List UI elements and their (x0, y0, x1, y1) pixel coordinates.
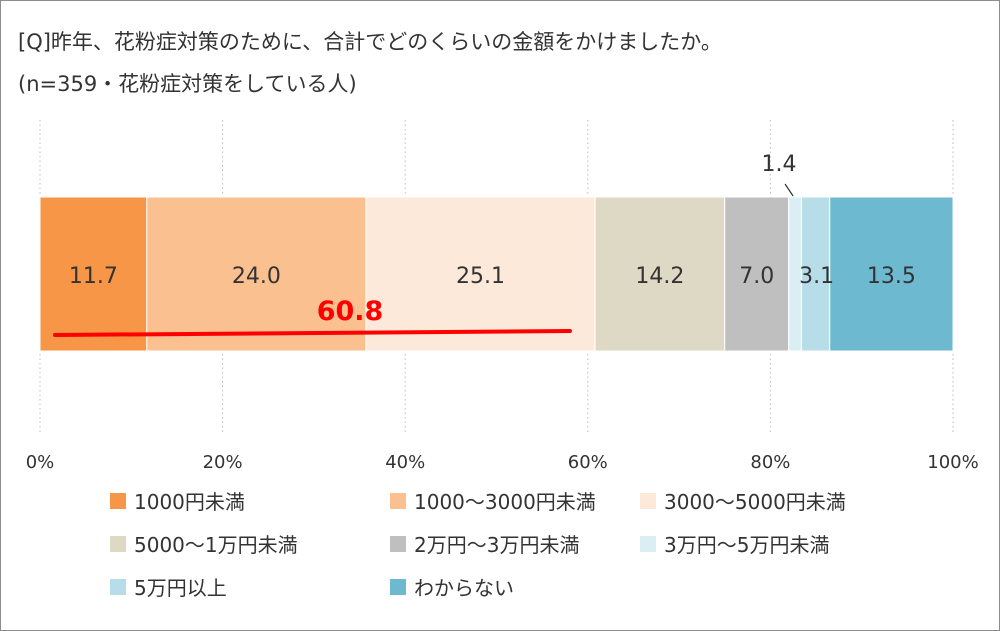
bar-segment (724, 196, 790, 352)
chart-subtitle: (n=359・花粉症対策をしている人) (18, 72, 357, 96)
data-label: 25.1 (456, 264, 505, 289)
x-tick-label: 100% (927, 452, 978, 473)
bar-segment (800, 196, 831, 352)
data-label: 1.4 (762, 152, 797, 177)
x-tick-label: 20% (203, 452, 243, 473)
annotation-line (53, 329, 572, 337)
legend-item: 1000〜3000円未満 (390, 486, 596, 515)
legend-swatch (640, 535, 656, 552)
legend-item: 3000〜5000円未満 (640, 486, 846, 515)
data-label: 24.0 (232, 264, 281, 289)
legend-label: 5000〜1万円未満 (134, 533, 298, 557)
legend-label: 1000円未満 (134, 490, 245, 514)
data-label: 3.1 (799, 264, 834, 289)
data-label: 11.7 (69, 264, 118, 289)
legend-label: 5万円以上 (134, 576, 227, 600)
legend-swatch (390, 492, 406, 509)
data-label: 7.0 (739, 264, 774, 289)
legend-item: 2万円〜3万円未満 (390, 529, 579, 558)
bar-segment (39, 196, 148, 352)
legend-label: 3万円〜5万円未満 (664, 533, 830, 557)
bar-segment (594, 196, 726, 352)
data-label: 14.2 (635, 264, 684, 289)
legend-label: わからない (414, 576, 514, 600)
legend-swatch (110, 492, 126, 509)
legend-swatch (390, 535, 406, 552)
legend-item: 5万円以上 (110, 572, 227, 601)
leader-line (784, 183, 794, 197)
legend-swatch (640, 492, 656, 509)
annotation-label: 60.8 (317, 296, 384, 327)
legend-swatch (110, 578, 126, 595)
chart-title: [Q]昨年、花粉症対策のために、合計でどのくらいの金額をかけましたか。 (18, 30, 722, 54)
x-tick-label: 40% (385, 452, 425, 473)
legend-item: わからない (390, 572, 514, 601)
x-tick-label: 80% (750, 452, 790, 473)
bar-segment (365, 196, 596, 352)
x-tick-label: 0% (26, 452, 55, 473)
data-label: 13.5 (867, 264, 916, 289)
legend-item: 3万円〜5万円未満 (640, 529, 829, 558)
bar-segment (829, 196, 954, 352)
legend-swatch (390, 578, 406, 595)
legend-item: 5000〜1万円未満 (110, 529, 298, 558)
legend-label: 2万円〜3万円未満 (414, 533, 580, 557)
x-tick-label: 60% (568, 452, 608, 473)
legend-item: 1000円未満 (110, 486, 245, 515)
legend-label: 1000〜3000円未満 (414, 490, 596, 514)
bar-segment (146, 196, 367, 352)
legend-label: 3000〜5000円未満 (664, 490, 846, 514)
legend-swatch (110, 535, 126, 552)
